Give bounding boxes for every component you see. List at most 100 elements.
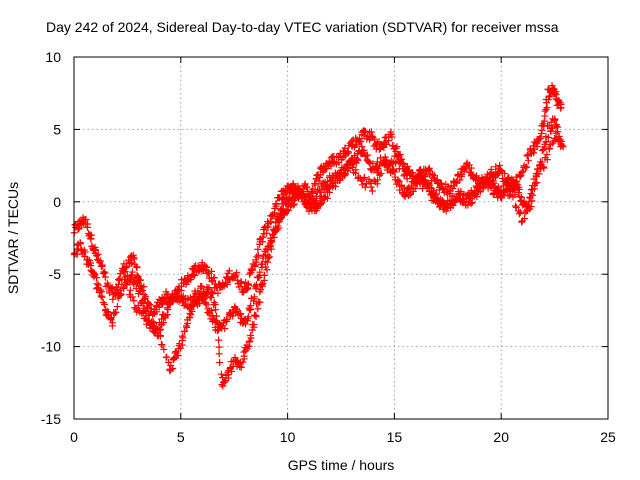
data-point	[247, 332, 255, 340]
data-point	[303, 183, 311, 191]
data-point	[247, 265, 255, 273]
data-point	[546, 92, 554, 100]
data-point	[481, 176, 489, 184]
data-point	[75, 224, 83, 232]
data-point	[215, 336, 223, 344]
data-point	[183, 323, 191, 331]
data-point	[212, 306, 220, 314]
data-point	[250, 320, 258, 328]
y-tick-label: 5	[53, 121, 61, 137]
data-point	[444, 183, 452, 191]
data-point	[543, 104, 551, 112]
data-point	[223, 280, 231, 288]
data-point	[210, 274, 218, 282]
data-point	[473, 193, 481, 201]
data-point	[551, 89, 559, 97]
data-point	[113, 303, 121, 311]
data-point	[340, 166, 348, 174]
data-point	[393, 143, 401, 151]
data-point	[315, 177, 323, 185]
data-point	[82, 216, 90, 224]
data-point	[341, 144, 349, 152]
data-point	[365, 158, 373, 166]
data-point	[247, 302, 255, 310]
data-point	[159, 319, 167, 327]
data-point	[290, 200, 298, 208]
data-point	[160, 345, 168, 353]
data-point	[344, 160, 352, 168]
data-point	[156, 332, 164, 340]
data-point	[233, 276, 241, 284]
y-tick-label: -10	[41, 339, 61, 355]
data-point	[506, 192, 514, 200]
data-point	[397, 159, 405, 167]
x-axis-label: GPS time / hours	[288, 457, 395, 473]
data-point	[516, 208, 524, 216]
data-point	[259, 233, 267, 241]
data-point	[90, 270, 98, 278]
x-tick-label: 15	[387, 429, 403, 445]
data-point	[485, 174, 493, 182]
data-point	[278, 205, 286, 213]
data-point	[526, 193, 534, 201]
data-point	[326, 188, 334, 196]
data-point	[400, 170, 408, 178]
data-point	[182, 280, 190, 288]
data-point	[519, 168, 527, 176]
data-point	[433, 176, 441, 184]
data-point	[117, 290, 125, 298]
data-point	[98, 293, 106, 301]
data-point	[233, 269, 241, 277]
data-point	[427, 190, 435, 198]
data-point	[417, 168, 425, 176]
data-point	[352, 166, 360, 174]
data-point	[115, 276, 123, 284]
data-point	[180, 327, 188, 335]
data-point	[129, 293, 137, 301]
data-point	[249, 266, 257, 274]
data-point	[385, 137, 393, 145]
data-point	[322, 185, 330, 193]
data-point	[105, 289, 113, 297]
data-point	[358, 142, 366, 150]
data-point	[526, 194, 534, 202]
data-point	[357, 138, 365, 146]
data-point	[274, 218, 282, 226]
data-point	[98, 262, 106, 270]
data-point	[255, 273, 263, 281]
data-point	[317, 188, 325, 196]
data-point	[109, 319, 117, 327]
data-point	[541, 143, 549, 151]
data-point	[158, 299, 166, 307]
y-tick-label: 0	[53, 194, 61, 210]
chart-title: Day 242 of 2024, Sidereal Day-to-day VTE…	[46, 19, 559, 35]
data-point	[369, 134, 377, 142]
data-point	[91, 243, 99, 251]
data-point	[200, 295, 208, 303]
data-point	[279, 194, 287, 202]
data-point	[424, 165, 432, 173]
y-tick-label: 10	[45, 49, 61, 65]
data-point	[291, 193, 299, 201]
data-point	[170, 355, 178, 363]
axis-ticks: 0 5 10 15 20 25 -15 -10 -5 0 5 10	[41, 49, 616, 445]
data-point	[137, 287, 145, 295]
data-point	[130, 255, 138, 263]
data-point	[418, 169, 426, 177]
data-point	[224, 374, 232, 382]
data-point	[530, 149, 538, 157]
data-point	[251, 261, 259, 269]
data-point	[265, 253, 273, 261]
data-point	[87, 231, 95, 239]
data-point	[109, 286, 117, 294]
data-point	[393, 153, 401, 161]
data-point	[343, 167, 351, 175]
data-point	[354, 156, 362, 164]
data-point	[93, 285, 101, 293]
data-point	[208, 289, 216, 297]
data-point	[509, 186, 517, 194]
data-point	[382, 140, 390, 148]
data-point	[214, 327, 222, 335]
data-point	[150, 309, 158, 317]
data-point	[511, 191, 519, 199]
